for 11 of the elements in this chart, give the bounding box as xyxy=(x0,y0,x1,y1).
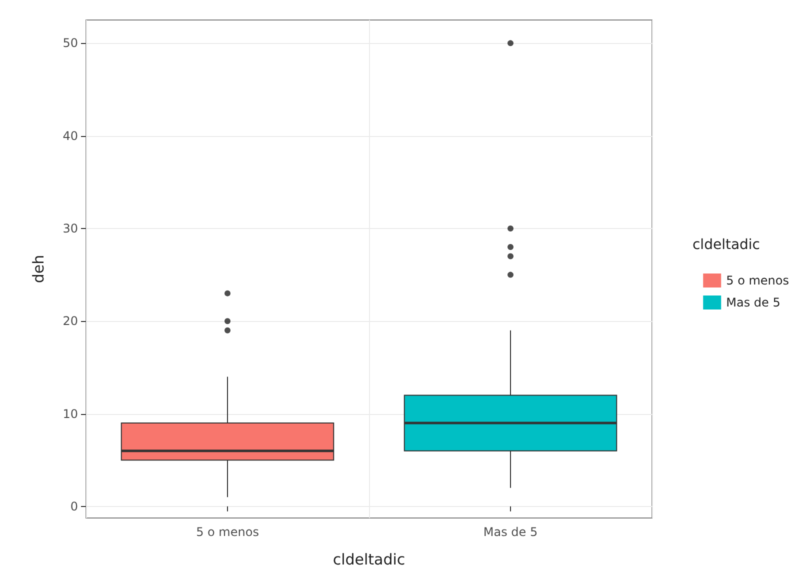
y-tick-label: 20 xyxy=(62,314,78,328)
legend-label: Mas de 5 xyxy=(726,296,780,310)
y-tick-label: 50 xyxy=(62,36,78,50)
legend-label: 5 o menos xyxy=(726,274,790,288)
y-tick-label: 30 xyxy=(62,221,78,236)
legend-title: cldeltadic xyxy=(692,237,760,253)
y-tick-label: 40 xyxy=(62,128,78,143)
x-axis-title: cldeltadic xyxy=(332,550,406,568)
y-axis-title: deh xyxy=(30,254,48,284)
y-tick-label: 10 xyxy=(62,406,78,421)
y-tick-label: 0 xyxy=(70,499,78,514)
